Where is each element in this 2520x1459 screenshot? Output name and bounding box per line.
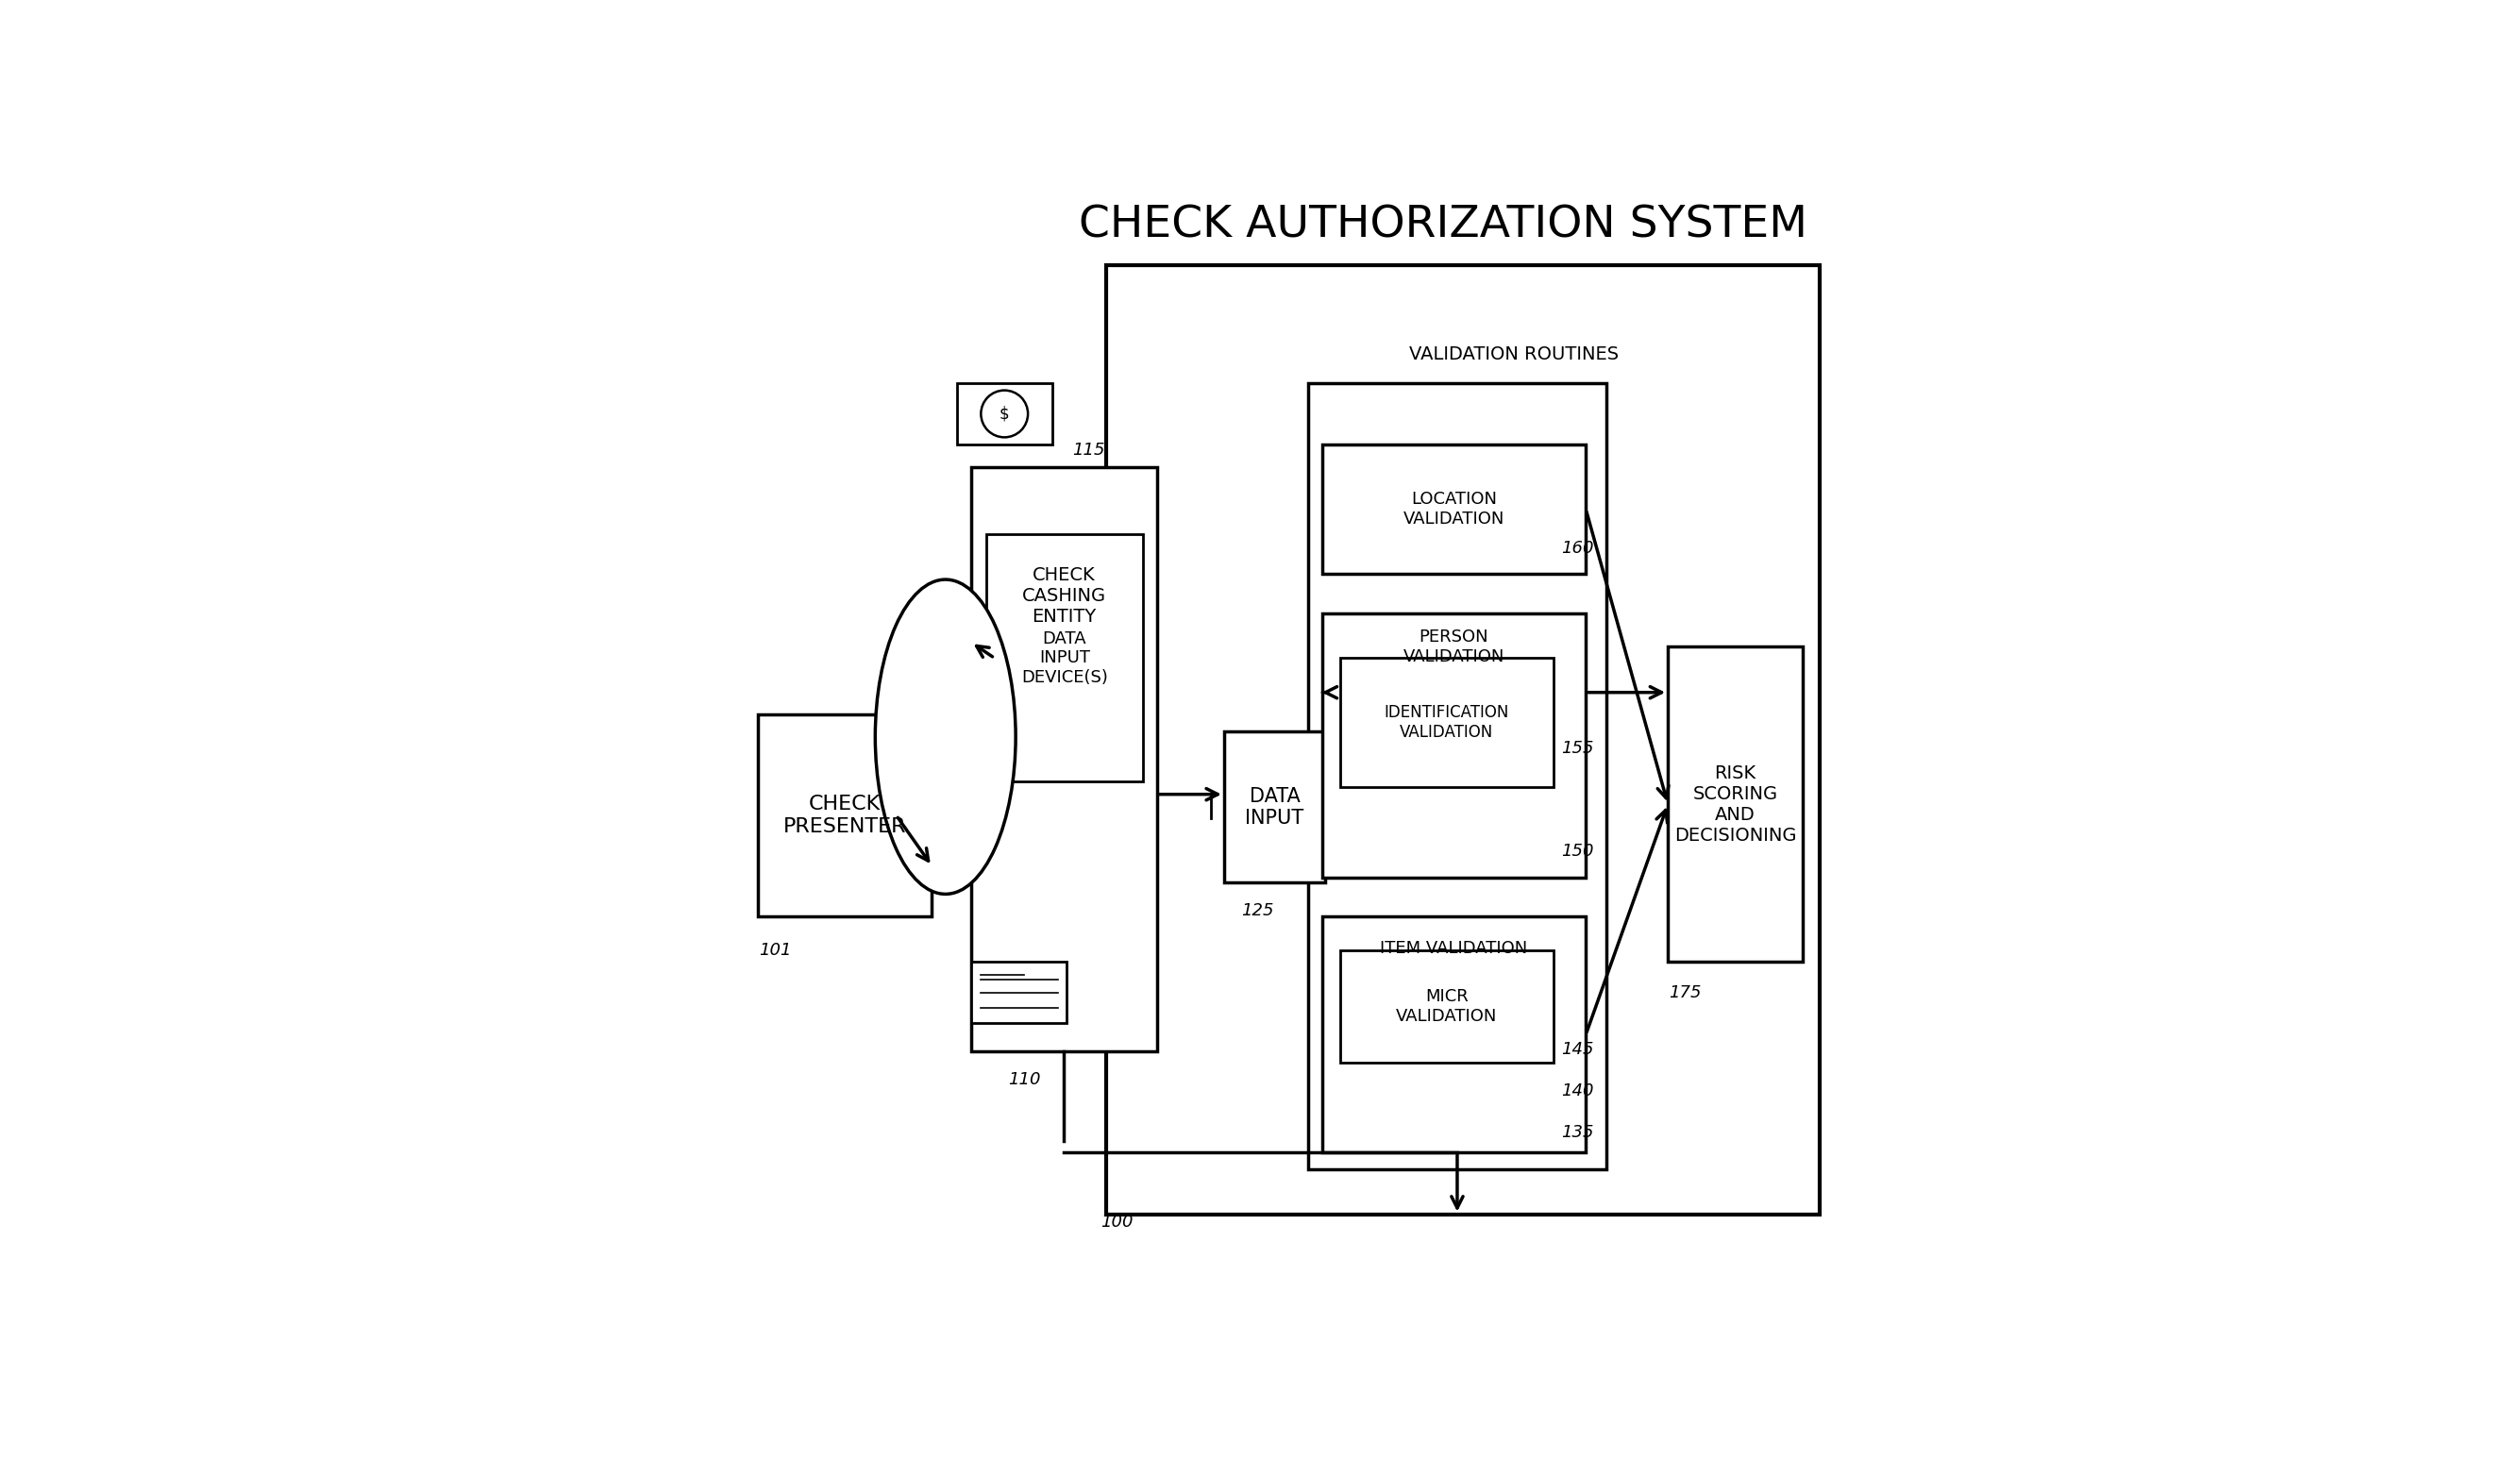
Text: 140: 140 bbox=[1562, 1083, 1593, 1099]
Ellipse shape bbox=[874, 579, 1016, 894]
Text: 101: 101 bbox=[759, 941, 791, 959]
Text: DATA
INPUT
DEVICE(S): DATA INPUT DEVICE(S) bbox=[1021, 630, 1109, 686]
Text: LOCATION
VALIDATION: LOCATION VALIDATION bbox=[1404, 492, 1504, 528]
Bar bbox=[970, 467, 1157, 1052]
Text: 110: 110 bbox=[1008, 1071, 1041, 1088]
Bar bbox=[1323, 613, 1585, 877]
Text: 125: 125 bbox=[1240, 903, 1273, 919]
Text: 115: 115 bbox=[1074, 442, 1104, 458]
Bar bbox=[1341, 658, 1552, 788]
Text: PERSON
VALIDATION: PERSON VALIDATION bbox=[1404, 629, 1504, 665]
Text: CHECK AUTHORIZATION SYSTEM: CHECK AUTHORIZATION SYSTEM bbox=[1079, 204, 1807, 247]
Text: 160: 160 bbox=[1562, 540, 1593, 556]
Bar bbox=[985, 534, 1144, 782]
Text: IDENTIFICATION
VALIDATION: IDENTIFICATION VALIDATION bbox=[1383, 705, 1509, 741]
Text: 135: 135 bbox=[1562, 1123, 1593, 1141]
Bar bbox=[1341, 950, 1552, 1062]
Text: 100: 100 bbox=[1101, 1214, 1134, 1230]
Text: 145: 145 bbox=[1562, 1040, 1593, 1058]
Bar bbox=[1323, 445, 1585, 573]
Bar bbox=[1323, 916, 1585, 1153]
Text: DATA
INPUT: DATA INPUT bbox=[1245, 786, 1303, 827]
Text: VALIDATION ROUTINES: VALIDATION ROUTINES bbox=[1409, 346, 1620, 363]
Bar bbox=[759, 715, 932, 916]
Circle shape bbox=[980, 391, 1028, 438]
Text: ITEM VALIDATION: ITEM VALIDATION bbox=[1381, 940, 1527, 957]
Text: $: $ bbox=[1000, 406, 1011, 422]
Text: MICR
VALIDATION: MICR VALIDATION bbox=[1396, 988, 1497, 1024]
Bar bbox=[970, 961, 1066, 1023]
Text: 150: 150 bbox=[1562, 843, 1593, 859]
Bar bbox=[1668, 646, 1802, 961]
Text: 175: 175 bbox=[1668, 985, 1701, 1001]
Bar bbox=[1308, 382, 1605, 1169]
Bar bbox=[1106, 266, 1819, 1214]
Text: CHECK
CASHING
ENTITY: CHECK CASHING ENTITY bbox=[1023, 566, 1106, 626]
Text: CHECK
PRESENTER: CHECK PRESENTER bbox=[784, 795, 907, 836]
Bar bbox=[958, 382, 1053, 445]
Bar bbox=[1225, 731, 1326, 883]
Text: 155: 155 bbox=[1562, 740, 1593, 757]
Text: RISK
SCORING
AND
DECISIONING: RISK SCORING AND DECISIONING bbox=[1673, 765, 1797, 845]
